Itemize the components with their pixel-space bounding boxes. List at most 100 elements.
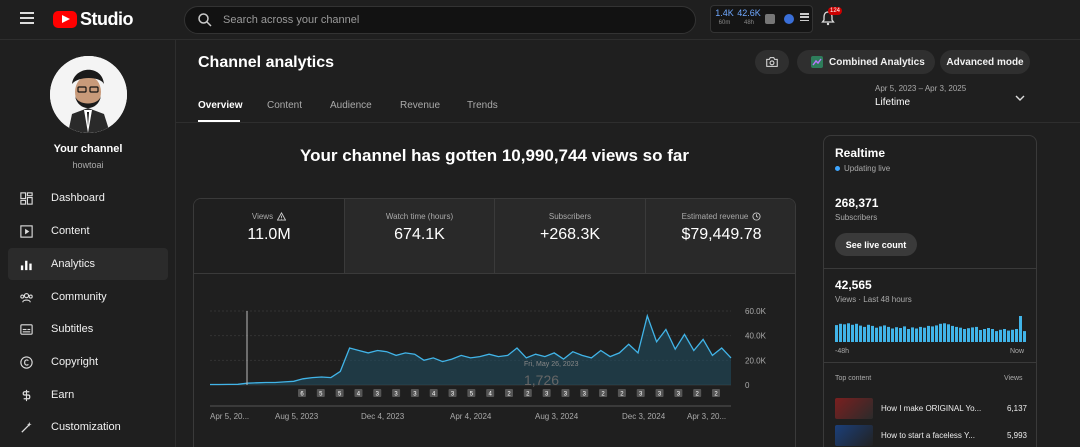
metric-watch-time[interactable]: Watch time (hours) 674.1K xyxy=(345,199,495,273)
realtime-bar xyxy=(855,323,858,342)
realtime-bar xyxy=(915,328,918,342)
metric-revenue[interactable]: Estimated revenue $79,449.78 xyxy=(646,199,795,273)
page-title: Channel analytics xyxy=(198,54,335,71)
advanced-mode-button[interactable]: Advanced mode xyxy=(940,50,1030,74)
community-icon xyxy=(20,292,33,302)
video-thumbnail xyxy=(835,425,873,446)
sidebar-item-copyright[interactable]: Copyright xyxy=(8,346,168,378)
realtime-bar xyxy=(887,326,890,342)
video-marker xyxy=(712,389,720,397)
video-marker xyxy=(486,389,495,397)
metric-label: Views xyxy=(251,212,274,221)
video-thumbnail xyxy=(835,398,873,419)
realtime-bar xyxy=(959,327,962,342)
realtime-bar xyxy=(835,325,838,342)
realtime-bar xyxy=(971,327,974,342)
active-tab-indicator xyxy=(198,120,240,122)
realtime-bar xyxy=(895,327,898,342)
video-title: How to start a faceless Y... xyxy=(881,431,975,440)
sidebar-item-subtitles[interactable]: Subtitles xyxy=(8,313,168,345)
video-marker-count: 3 xyxy=(583,392,587,398)
metric-views[interactable]: Views 11.0M xyxy=(194,199,345,273)
top-content-row[interactable]: How I make ORIGINAL Yo... 6,137 xyxy=(835,398,1030,419)
video-marker xyxy=(505,389,513,397)
channel-handle: howtoai xyxy=(72,160,104,170)
video-marker-count: 3 xyxy=(639,392,643,398)
notifications-button[interactable]: 124 xyxy=(820,7,843,26)
search-icon xyxy=(198,13,212,27)
realtime-bar xyxy=(1023,331,1026,342)
date-range-picker[interactable]: Apr 5, 2023 – Apr 3, 2025 Lifetime xyxy=(875,84,966,108)
views-chart[interactable]: 60.0K 40.0K 20.0K 0 Fri, May 26, 2023 1,726 6 5… xyxy=(194,274,796,447)
sidebar-item-label: Customization xyxy=(51,421,121,433)
video-marker-count: 3 xyxy=(545,392,549,398)
realtime-bar xyxy=(939,323,942,342)
realtime-bar xyxy=(951,325,954,342)
x-tick-label: Apr 3, 20... xyxy=(687,412,726,421)
see-live-count-button[interactable]: See live count xyxy=(835,233,917,256)
screenshot-button[interactable] xyxy=(755,50,789,74)
sidebar-item-content[interactable]: Content xyxy=(8,215,168,247)
sidebar-item-customization[interactable]: Customization xyxy=(8,411,168,443)
tab-trends[interactable]: Trends xyxy=(467,100,498,111)
views-60m-stat: 1.4K 60m xyxy=(715,8,734,27)
extension-menu-icon[interactable] xyxy=(800,13,809,21)
views-headline: Your channel has gotten 10,990,744 views… xyxy=(300,146,689,165)
quick-stats-widget[interactable]: 1.4K 60m 42.6K 48h xyxy=(710,5,813,33)
realtime-bar xyxy=(1019,316,1022,342)
realtime-bar xyxy=(851,324,854,342)
chevron-down-icon[interactable] xyxy=(1015,93,1025,103)
realtime-bar xyxy=(987,328,990,342)
overview-card: Views 11.0M Watch time (hours) 674.1K Su… xyxy=(193,198,796,447)
y-tick-label: 60.0K xyxy=(745,307,767,316)
tab-content[interactable]: Content xyxy=(267,100,303,111)
dashboard-icon xyxy=(20,191,33,205)
search-input[interactable] xyxy=(223,14,663,26)
date-range-label: Lifetime xyxy=(875,97,911,108)
content-icon xyxy=(20,224,33,238)
video-marker-count: 3 xyxy=(394,392,398,398)
metric-subscribers[interactable]: Subscribers +268.3K xyxy=(495,199,646,273)
sidebar-item-dashboard[interactable]: Dashboard xyxy=(8,182,168,214)
tab-revenue[interactable]: Revenue xyxy=(400,100,441,111)
realtime-bar xyxy=(991,329,994,342)
video-marker xyxy=(655,389,664,397)
realtime-bar xyxy=(911,327,914,342)
sidebar-item-earn[interactable]: Earn xyxy=(8,379,168,411)
metric-value: 11.0M xyxy=(247,226,291,243)
realtime-bar xyxy=(983,329,986,342)
subtitles-icon xyxy=(20,323,33,335)
studio-logo[interactable]: Studio xyxy=(53,9,134,30)
realtime-axis-end: Now xyxy=(1010,348,1025,355)
realtime-bar xyxy=(863,326,866,342)
video-marker xyxy=(561,389,570,397)
sidebar-item-label: Earn xyxy=(51,389,75,401)
realtime-bar xyxy=(979,330,982,342)
tab-overview[interactable]: Overview xyxy=(198,100,243,111)
search-bar[interactable] xyxy=(184,6,696,34)
realtime-views: 42,565 xyxy=(835,278,872,292)
live-dot-icon xyxy=(835,166,840,171)
realtime-views-bars[interactable] xyxy=(835,316,1027,342)
menu-icon[interactable] xyxy=(20,12,34,24)
extension-icon xyxy=(765,14,775,24)
combined-analytics-button[interactable]: Combined Analytics xyxy=(797,50,935,74)
sidebar-item-analytics[interactable]: Analytics xyxy=(8,248,168,280)
realtime-bar xyxy=(923,327,926,342)
channel-avatar[interactable] xyxy=(50,56,127,133)
video-marker-count: 3 xyxy=(658,392,662,398)
realtime-bar xyxy=(975,326,978,342)
metric-label: Subscribers xyxy=(548,212,592,221)
realtime-bar xyxy=(839,323,842,342)
realtime-views-label: Views · Last 48 hours xyxy=(835,295,912,304)
sidebar-item-community[interactable]: Community xyxy=(8,281,168,313)
tab-audience[interactable]: Audience xyxy=(330,100,372,111)
realtime-bar xyxy=(871,325,874,342)
metric-value: +268.3K xyxy=(539,226,601,243)
date-range-text: Apr 5, 2023 – Apr 3, 2025 xyxy=(875,84,967,93)
realtime-bar xyxy=(931,326,934,342)
video-marker xyxy=(316,389,325,397)
video-marker xyxy=(523,389,532,397)
video-marker-count: 4 xyxy=(432,392,436,398)
top-content-row[interactable]: How to start a faceless Y... 5,993 xyxy=(835,425,1030,446)
